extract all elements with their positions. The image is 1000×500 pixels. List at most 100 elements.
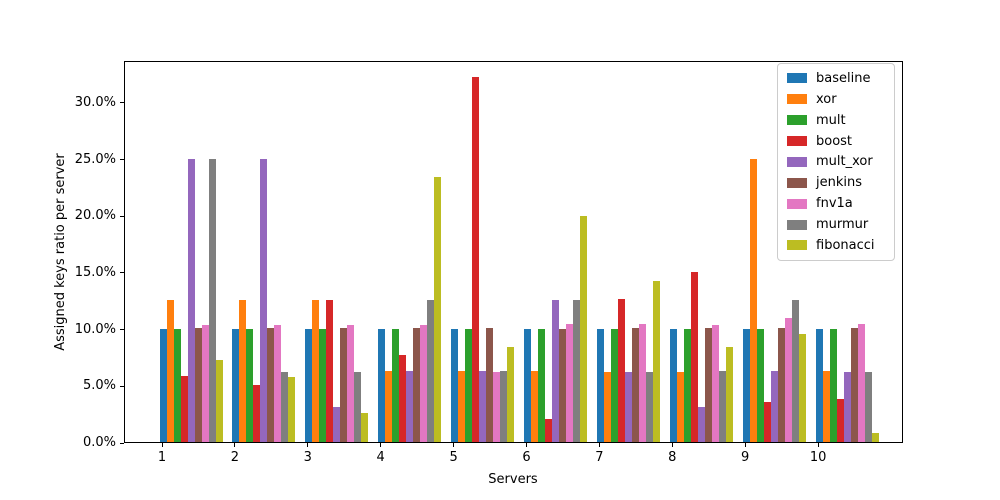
legend: baseline xor mult boost mult_xor jenkins fnv1a… xyxy=(777,63,895,261)
bar-jenkins-server-8 xyxy=(704,327,712,442)
bar-murmur-server-5 xyxy=(500,370,508,442)
bar-jenkins-server-7 xyxy=(631,327,639,442)
x-tick-label: 2 xyxy=(230,450,240,465)
bar-mult-server-1 xyxy=(173,328,181,442)
bar-murmur-server-2 xyxy=(281,371,289,442)
bar-fibonacci-server-10 xyxy=(871,432,879,442)
legend-label: mult xyxy=(816,112,846,128)
bar-jenkins-server-10 xyxy=(850,327,858,442)
bar-baseline-server-3 xyxy=(305,328,313,442)
x-tick-label: 9 xyxy=(741,450,750,465)
x-tick-label: 10 xyxy=(809,450,827,465)
bar-fnv1a-server-3 xyxy=(347,325,355,442)
y-tick-mark xyxy=(120,442,124,444)
bar-xor-server-10 xyxy=(822,370,830,442)
bar-mult-server-9 xyxy=(756,328,764,442)
bar-murmur-server-8 xyxy=(718,370,726,442)
legend-item-xor: xor xyxy=(787,92,885,107)
bar-fnv1a-server-6 xyxy=(566,324,573,442)
bar-baseline-server-10 xyxy=(815,328,823,442)
x-tick-label: 6 xyxy=(522,450,531,465)
bar-fibonacci-server-6 xyxy=(580,216,587,442)
legend-label: fnv1a xyxy=(816,196,853,212)
bar-xor-server-2 xyxy=(239,300,247,442)
bar-baseline-server-2 xyxy=(232,328,240,442)
x-tick-mark xyxy=(453,443,455,447)
bar-baseline-server-1 xyxy=(159,328,167,442)
y-tick-label: 20.0% xyxy=(74,208,116,224)
bar-mult_xor-server-6 xyxy=(552,300,559,442)
legend-label: xor xyxy=(816,91,837,107)
x-tick-mark xyxy=(234,443,236,447)
bar-fnv1a-server-2 xyxy=(274,325,282,442)
bar-mult_xor-server-9 xyxy=(770,370,778,442)
x-tick-mark xyxy=(598,443,600,447)
bar-boost-server-6 xyxy=(545,419,552,442)
y-tick-mark xyxy=(120,159,124,161)
x-tick-mark xyxy=(307,443,309,447)
bar-mult_xor-server-8 xyxy=(697,406,705,442)
bar-fnv1a-server-5 xyxy=(493,371,501,442)
legend-label: fibonacci xyxy=(816,237,875,253)
bar-jenkins-server-2 xyxy=(267,327,275,442)
bar-fnv1a-server-1 xyxy=(201,325,209,442)
bar-boost-server-9 xyxy=(763,402,771,442)
bar-jenkins-server-3 xyxy=(340,327,348,442)
bar-xor-server-1 xyxy=(166,300,174,442)
x-tick-mark xyxy=(817,443,819,447)
legend-item-fibonacci: fibonacci xyxy=(787,238,885,253)
legend-swatch-baseline xyxy=(787,73,807,84)
bar-mult_xor-server-10 xyxy=(843,371,851,442)
legend-item-fnv1a: fnv1a xyxy=(787,196,885,211)
bar-mult-server-5 xyxy=(465,328,473,442)
legend-label: baseline xyxy=(816,70,871,86)
legend-item-baseline: baseline xyxy=(787,71,885,86)
bar-baseline-server-4 xyxy=(378,328,386,442)
legend-item-jenkins: jenkins xyxy=(787,175,885,190)
bar-fibonacci-server-7 xyxy=(652,281,660,442)
bar-fibonacci-server-2 xyxy=(288,377,296,442)
y-tick-label: 0.0% xyxy=(82,435,116,450)
legend-swatch-mult xyxy=(787,115,807,126)
bar-mult_xor-server-1 xyxy=(187,158,195,442)
legend-item-mult_xor: mult_xor xyxy=(787,154,885,169)
y-tick-mark xyxy=(120,329,124,331)
legend-swatch-jenkins xyxy=(787,177,807,188)
bar-fibonacci-server-3 xyxy=(361,412,369,442)
y-tick-label: 10.0% xyxy=(74,321,116,337)
bar-fnv1a-server-8 xyxy=(711,325,719,442)
y-tick-mark xyxy=(120,215,124,217)
bar-boost-server-7 xyxy=(617,299,625,442)
legend-item-murmur: murmur xyxy=(787,217,885,232)
y-axis-label: Assigned keys ratio per server xyxy=(53,153,68,351)
bar-jenkins-server-1 xyxy=(194,327,202,442)
y-tick-label: 15.0% xyxy=(74,264,116,280)
bar-fibonacci-server-9 xyxy=(798,334,806,442)
bar-xor-server-3 xyxy=(312,300,320,442)
x-tick-mark xyxy=(380,443,382,447)
y-tick-mark xyxy=(120,385,124,387)
y-tick-label: 5.0% xyxy=(82,378,116,394)
bar-mult_xor-server-4 xyxy=(406,370,414,442)
bar-fibonacci-server-8 xyxy=(725,346,733,442)
y-tick-mark xyxy=(120,102,124,104)
bar-fnv1a-server-10 xyxy=(857,324,865,442)
bar-murmur-server-6 xyxy=(573,300,580,442)
legend-swatch-boost xyxy=(787,136,807,147)
bar-mult-server-8 xyxy=(683,328,691,442)
bar-murmur-server-1 xyxy=(208,158,216,442)
x-tick-label: 5 xyxy=(449,450,458,465)
bar-xor-server-5 xyxy=(458,370,466,442)
legend-swatch-murmur xyxy=(787,219,807,230)
legend-swatch-mult_xor xyxy=(787,156,807,167)
bar-mult-server-6 xyxy=(538,328,545,442)
legend-label: murmur xyxy=(816,217,869,233)
bar-boost-server-8 xyxy=(690,271,698,442)
y-tick-label: 30.0% xyxy=(74,94,116,110)
bar-fibonacci-server-5 xyxy=(507,346,515,442)
bar-fnv1a-server-7 xyxy=(638,324,646,442)
legend-swatch-fibonacci xyxy=(787,240,807,251)
bar-boost-server-10 xyxy=(836,398,844,442)
bar-boost-server-4 xyxy=(399,354,407,442)
